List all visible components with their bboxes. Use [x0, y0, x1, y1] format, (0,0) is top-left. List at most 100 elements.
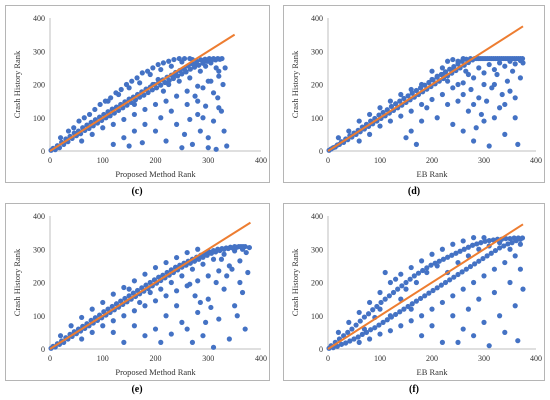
chart-d-point — [405, 93, 411, 99]
chart-f-point — [355, 334, 361, 340]
chart-f-point — [471, 279, 477, 286]
chart-f-point — [481, 273, 487, 279]
chart-f-point — [419, 333, 425, 339]
chart-c-point — [181, 131, 188, 137]
chart-c-point — [139, 70, 145, 76]
chart-d-point — [388, 103, 395, 110]
chart-d-trend-line — [327, 25, 524, 152]
chart-c-point — [152, 101, 159, 108]
chart-f-point — [429, 323, 435, 329]
chart-d-point — [356, 138, 362, 144]
chart-c-point — [210, 90, 217, 96]
chart-f-point — [419, 258, 425, 264]
chart-c-point — [79, 138, 85, 144]
chart-e-point — [237, 279, 243, 286]
chart-f-point — [463, 266, 469, 272]
chart-f-point — [428, 262, 434, 268]
chart-c-x-tick-label: 300 — [202, 156, 214, 165]
chart-d-point — [499, 91, 505, 98]
chart-c-point — [131, 111, 137, 118]
chart-f-point — [455, 271, 461, 278]
scatter-chart-d: 0 100 200 300 400 0 100 200 300 400 EB Rank Crash H… — [290, 14, 542, 179]
chart-e-point — [168, 279, 174, 286]
chart-f-point — [361, 314, 367, 320]
chart-f-point — [467, 263, 474, 270]
chart-f-y-tick-label: 300 — [311, 245, 323, 254]
chart-c-point — [105, 98, 111, 104]
chart-f-point — [481, 235, 487, 241]
chart-d-point — [429, 76, 435, 83]
chart-e-point — [234, 313, 240, 319]
chart-d-point — [419, 101, 425, 108]
chart-e-point — [137, 299, 143, 306]
chart-e-point — [174, 288, 180, 294]
chart-d-point — [429, 68, 435, 74]
chart-e-point — [158, 286, 164, 292]
chart-f-point — [359, 331, 365, 337]
chart-f-point — [434, 263, 440, 269]
chart-f-point — [502, 259, 508, 266]
chart-e-point — [187, 281, 193, 287]
chart-c-x-tick-label: 0 — [48, 156, 52, 165]
chart-d-point — [377, 123, 383, 129]
chart-f-point — [408, 264, 414, 271]
chart-d-point — [335, 135, 341, 141]
chart-f-point — [507, 236, 513, 242]
chart-d-point — [520, 60, 526, 66]
chart-f-point — [345, 329, 351, 335]
chart-f-point — [497, 240, 503, 246]
chart-c-point — [100, 125, 106, 131]
chart-e-point — [224, 273, 230, 279]
chart-d-point — [398, 113, 404, 119]
panel-f: 0 100 200 300 400 0 100 200 300 400 EB Rank Crash H… — [283, 203, 545, 381]
chart-e-point — [89, 329, 95, 335]
chart-f-point — [486, 238, 492, 244]
chart-e-point — [200, 333, 206, 339]
chart-f-point — [465, 244, 471, 250]
chart-c-point — [134, 75, 140, 81]
chart-e-point — [218, 256, 225, 262]
chart-e-point — [152, 326, 159, 332]
chart-e-point — [205, 273, 211, 279]
chart-c-point — [205, 135, 211, 141]
chart-f-point — [507, 279, 513, 286]
chart-f-point — [347, 338, 353, 344]
chart-e-point — [196, 256, 202, 262]
chart-f-point — [377, 306, 383, 312]
chart-c-point — [224, 143, 230, 149]
chart-e-point — [195, 309, 201, 316]
chart-f-point — [387, 313, 393, 319]
chart-c-point — [142, 106, 148, 113]
chart-f-point — [439, 246, 445, 252]
chart-d-point — [367, 131, 373, 137]
chart-f-point — [490, 237, 496, 243]
chart-c-point — [71, 125, 77, 131]
chart-c-point — [213, 146, 219, 152]
chart-f-point — [439, 339, 445, 345]
chart-f-point — [393, 311, 399, 318]
chart-f-point — [492, 247, 499, 254]
chart-c-point — [221, 128, 227, 134]
chart-f-point — [460, 326, 466, 332]
chart-d-point — [491, 115, 497, 121]
chart-c-point — [200, 115, 206, 121]
chart-c-point — [168, 108, 174, 114]
chart-c-point — [195, 111, 201, 118]
chart-e-point — [200, 254, 206, 260]
chart-f-point — [341, 333, 347, 339]
chart-d-point — [434, 115, 440, 121]
chart-f-point — [409, 301, 415, 307]
chart-f-point — [486, 343, 492, 349]
chart-f-point — [503, 236, 509, 242]
chart-d-point — [468, 86, 474, 93]
chart-d-y-tick-label: 100 — [311, 114, 323, 123]
chart-e-point — [213, 279, 219, 286]
chart-e-point — [121, 313, 127, 319]
chart-f-point — [387, 328, 393, 334]
chart-e-point — [68, 323, 74, 329]
chart-d-point — [481, 118, 487, 124]
chart-c-point — [152, 128, 159, 134]
chart-f-point — [430, 287, 436, 294]
chart-d-point — [491, 66, 497, 73]
chart-c-point — [126, 85, 132, 91]
